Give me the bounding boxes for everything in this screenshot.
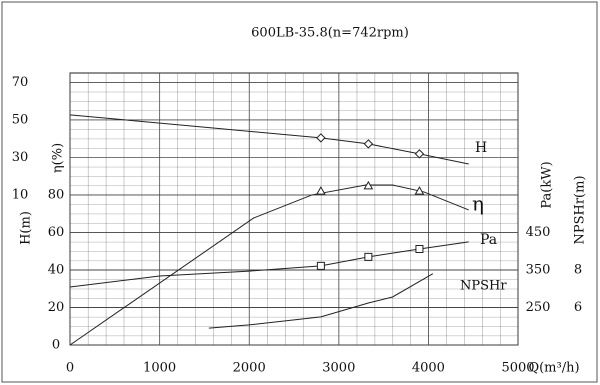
h-axis-label: H(m) <box>19 211 34 245</box>
chart-title: 600LB-35.8(n=742rpm) <box>251 26 409 41</box>
marker <box>316 133 326 143</box>
marker <box>364 252 373 261</box>
x-axis-label: Q(m³/h) <box>528 361 579 376</box>
y-tick-label: 350 <box>526 262 551 277</box>
marker <box>414 186 425 195</box>
x-tick-label: 2000 <box>233 361 266 376</box>
marker <box>363 180 374 190</box>
y-tick-label: 40 <box>48 262 65 277</box>
y-tick-label: 8 <box>574 262 582 277</box>
y-tick-label: 80 <box>48 187 65 202</box>
eta-axis-label: η(%) <box>51 143 66 173</box>
y-tick-label: 250 <box>526 300 551 315</box>
curve <box>69 184 469 346</box>
marker <box>316 186 326 195</box>
y-tick-label: 450 <box>526 225 551 240</box>
y-tick-label: 6 <box>574 300 582 315</box>
x-tick-label: 5000 <box>501 361 534 376</box>
y-tick-label: 20 <box>48 300 65 315</box>
pa-axis-label: Pa(kW) <box>540 161 555 208</box>
marker <box>414 149 425 159</box>
curve-label: η <box>472 192 484 216</box>
marker <box>363 139 374 149</box>
npsh-axis-label: NPSHr(m) <box>573 175 588 244</box>
curve-label: NPSHr <box>460 279 507 294</box>
y-tick-label: 70 <box>12 75 29 90</box>
curve <box>208 273 434 329</box>
x-tick-label: 0 <box>66 361 74 376</box>
curve-label: H <box>475 140 487 156</box>
y-tick-label: 50 <box>12 112 29 127</box>
x-tick-label: 1000 <box>143 361 176 376</box>
plot-grid <box>69 72 519 346</box>
y-tick-label: 60 <box>48 225 65 240</box>
y-tick-label: 30 <box>12 150 29 165</box>
marker <box>316 261 325 270</box>
x-tick-label: 3000 <box>322 361 355 376</box>
y-tick-label: 10 <box>12 187 29 202</box>
curve-label: Pa <box>480 232 497 248</box>
marker <box>415 244 424 253</box>
y-tick-label: 0 <box>52 338 60 353</box>
x-tick-label: 4000 <box>412 361 445 376</box>
